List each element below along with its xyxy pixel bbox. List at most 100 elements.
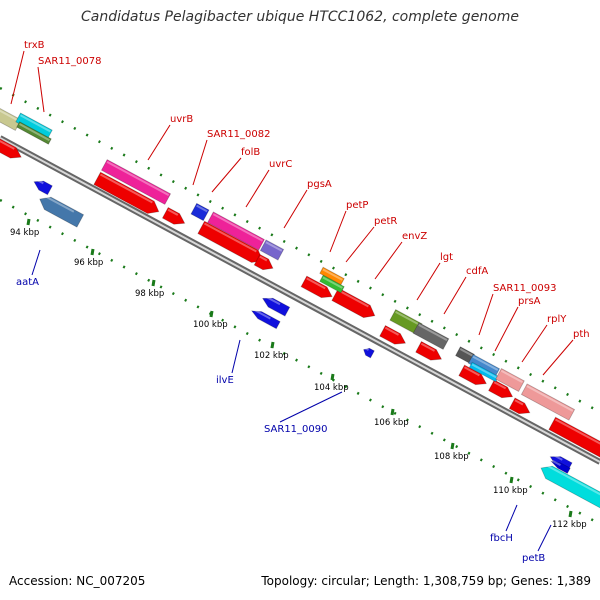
kbp-tick-mark — [509, 476, 514, 484]
reverse-gene-1 — [33, 178, 53, 196]
forward-gene-label: SAR11_0082 — [207, 129, 271, 140]
kbp-tick-mark — [568, 510, 573, 518]
reverse-gene-3 — [261, 295, 291, 317]
forward-label-leader — [374, 241, 403, 280]
reverse-tick-line — [0, 198, 600, 526]
forward-gene-label: petP — [346, 200, 368, 211]
reverse-label-leader — [505, 504, 518, 532]
forward-gene-9 — [458, 364, 487, 386]
reverse-label-leader — [537, 524, 552, 552]
reverse-gene-4 — [250, 308, 281, 330]
forward-gene-7 — [379, 325, 407, 345]
feature-band-16 — [520, 383, 576, 421]
gene-labels: trxB SAR11_0078 uvrB SAR11_0082 folB uvrC pgsA… — [10, 40, 590, 564]
forward-gene-11 — [508, 397, 531, 415]
reverse-gene-5 — [363, 347, 375, 359]
forward-label-leader — [283, 189, 308, 229]
feature-band-4 — [100, 159, 172, 205]
kbp-tick-label: 104 kbp — [314, 383, 349, 393]
forward-gene-label: envZ — [402, 231, 427, 242]
forward-gene-8 — [415, 341, 443, 361]
feature-band-11 — [412, 322, 450, 350]
kbp-tick-mark — [270, 341, 275, 349]
kbp-tick-mark — [90, 248, 95, 256]
kbp-tick-label: 102 kbp — [254, 351, 289, 361]
reverse-gene-label: ilvE — [216, 375, 234, 386]
forward-gene-label: cdfA — [466, 266, 488, 277]
reverse-label-leader — [31, 249, 41, 276]
kbp-tick-label: 106 kbp — [374, 418, 409, 428]
kbp-tick-label: 112 kbp — [552, 520, 587, 530]
gene-features — [0, 105, 600, 515]
kbp-tick-label: 98 kbp — [135, 289, 164, 299]
kbp-tick-label: 110 kbp — [493, 486, 528, 496]
feature-band-9 — [319, 274, 345, 294]
feature-band-15 — [495, 368, 525, 392]
kbp-tick-mark — [390, 408, 395, 416]
forward-label-leader — [147, 124, 171, 161]
kbp-ticks: 94 kbp 96 kbp 98 kbp 100 kbp 102 kbp 104 kbp 1… — [10, 218, 587, 530]
forward-gene-label: prsA — [518, 296, 541, 307]
forward-gene-label: SAR11_0078 — [38, 56, 102, 67]
feature-band-14 — [468, 361, 500, 383]
feature-band-2 — [15, 112, 53, 140]
forward-label-leader — [329, 210, 347, 253]
forward-label-leader — [521, 324, 548, 363]
kbp-tick-mark — [151, 279, 156, 287]
forward-gene-5 — [253, 253, 274, 271]
forward-label-leader — [37, 66, 45, 113]
forward-label-leader — [416, 262, 441, 301]
forward-gene-label: folB — [241, 147, 260, 158]
kbp-tick-label: 96 kbp — [74, 258, 103, 268]
forward-gene-label: SAR11_0093 — [493, 283, 557, 294]
kbp-tick-mark — [330, 373, 335, 381]
reverse-gene-8 — [550, 459, 571, 474]
forward-gene-label: petR — [374, 216, 397, 227]
kbp-tick-label: 100 kbp — [193, 320, 228, 330]
kbp-tick-mark — [209, 310, 214, 318]
feature-band-5 — [190, 202, 210, 222]
forward-label-leader — [443, 276, 467, 315]
forward-tick-line — [0, 86, 600, 414]
reverse-gene-2 — [39, 194, 85, 228]
genome-backbone-highlight — [0, 137, 600, 463]
kbp-tick-label: 108 kbp — [434, 452, 469, 462]
genome-title: Candidatus Pelagibacter ubique HTCC1062,… — [80, 9, 519, 25]
forward-label-leader — [494, 306, 519, 352]
feature-band-1 — [0, 105, 22, 131]
forward-gene-13 — [300, 275, 333, 299]
forward-gene-label: pth — [573, 329, 590, 340]
kbp-tick-mark — [26, 218, 31, 226]
kbp-tick-label: 94 kbp — [10, 228, 39, 238]
forward-gene-12 — [548, 416, 600, 459]
reverse-gene-7 — [540, 463, 600, 515]
reverse-gene-label: fbcH — [490, 533, 513, 544]
forward-label-leader — [10, 50, 25, 105]
forward-gene-label: uvrC — [269, 159, 292, 170]
forward-gene-10 — [488, 379, 514, 399]
forward-label-leader — [245, 169, 270, 208]
forward-gene-3 — [161, 206, 186, 225]
forward-label-leader — [542, 339, 574, 376]
forward-gene-label: pgsA — [307, 179, 332, 190]
reverse-gene-label: SAR11_0090 — [264, 424, 328, 435]
topology-text: Topology: circular; Length: 1,308,759 bp… — [261, 574, 591, 588]
forward-label-leader — [478, 293, 494, 336]
feature-band-6 — [207, 211, 265, 251]
accession-text: Accession: NC_007205 — [9, 574, 146, 588]
kbp-tick-mark — [450, 442, 455, 450]
forward-gene-2 — [93, 171, 160, 214]
reverse-label-leader — [279, 391, 343, 423]
forward-gene-label: uvrB — [170, 114, 193, 125]
forward-gene-label: trxB — [24, 40, 45, 51]
forward-label-leader — [192, 139, 208, 186]
feature-band-3 — [16, 121, 52, 145]
reverse-label-leader — [231, 339, 241, 374]
reverse-gene-label: petB — [522, 553, 545, 564]
forward-gene-6 — [331, 287, 376, 318]
reverse-gene-label: aatA — [16, 277, 39, 288]
feature-band-8 — [319, 266, 345, 286]
forward-gene-1 — [0, 137, 22, 159]
